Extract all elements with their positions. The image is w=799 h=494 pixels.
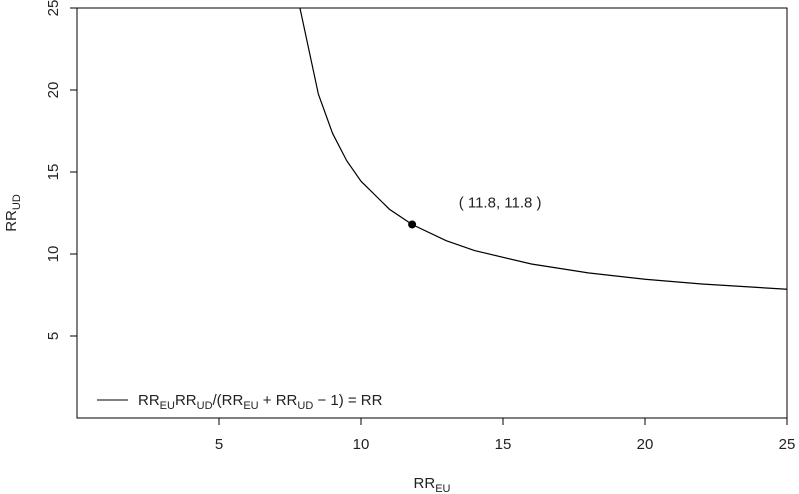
label-part: RR [175, 392, 197, 409]
point-label: ( 11.8, 11.8 ) [459, 194, 542, 211]
x-axis-label: RREU [414, 475, 451, 494]
label-part: RR [414, 475, 436, 492]
y-tick-label: 5 [45, 332, 62, 340]
plot-frame [76, 7, 788, 419]
y-tick-label: 15 [45, 164, 62, 181]
subscript: UD [297, 400, 313, 412]
curve [299, 8, 787, 290]
subscript: EU [435, 483, 450, 494]
x-tick-label: 10 [353, 436, 370, 453]
subscript: UD [11, 194, 23, 210]
x-tick-label: 15 [495, 436, 512, 453]
x-tick-label: 25 [779, 436, 796, 453]
subscript: EU [243, 400, 258, 412]
point [408, 220, 417, 229]
y-tick-label: 20 [45, 82, 62, 99]
label-part: /(RR [213, 392, 244, 409]
subscript: EU [160, 400, 175, 412]
x-tick-label: 5 [215, 436, 223, 453]
legend-label: RREURRUD/(RREU + RRUD − 1) = RR [138, 392, 383, 412]
label-part: RR [3, 210, 20, 232]
y-axis-label: RRUD [3, 194, 23, 232]
x-tick-label: 20 [637, 436, 654, 453]
y-tick-label: 25 [45, 0, 62, 16]
label-part: + RR [259, 392, 298, 409]
label-part: − 1) = RR [313, 392, 382, 409]
subscript: UD [197, 400, 213, 412]
y-tick-label: 10 [45, 246, 62, 263]
label-part: RR [138, 392, 160, 409]
